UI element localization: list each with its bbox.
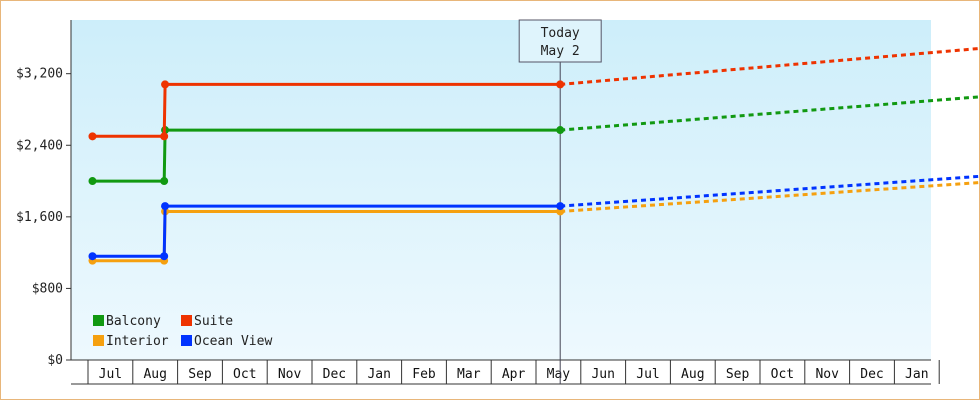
- x-tick-label: Sep: [726, 367, 750, 382]
- today-label: Today: [541, 26, 580, 41]
- legend-swatch: [181, 315, 192, 326]
- series-point: [556, 202, 565, 211]
- legend-label: Balcony: [106, 314, 161, 329]
- x-tick-label: Dec: [860, 367, 883, 382]
- today-box: [518, 19, 602, 63]
- x-tick-label: Apr: [502, 367, 526, 382]
- x-tick-label: Jul: [99, 367, 122, 382]
- series-group: [88, 46, 980, 265]
- x-tick-label: Sep: [188, 367, 212, 382]
- legend-label: Ocean View: [194, 334, 272, 349]
- legend-label: Suite: [194, 314, 233, 329]
- x-tick-label: Jun: [591, 367, 614, 382]
- x-tick-label: May: [547, 367, 571, 382]
- plot-background: [71, 20, 931, 360]
- series-point: [160, 252, 169, 261]
- series-line: [92, 82, 561, 138]
- legend-swatch: [181, 335, 192, 346]
- x-axis: Jul Aug Sep Oct Nov Dec Jan Feb Mar Apr May Jun Jul A…: [71, 359, 940, 385]
- series-point: [161, 80, 170, 89]
- y-tick-label: $0: [47, 353, 63, 368]
- x-tick-label: Nov: [815, 367, 839, 382]
- legend: Balcony Suite Interior Ocean View: [93, 314, 272, 349]
- series-point: [88, 177, 97, 186]
- series-line: [92, 128, 561, 183]
- today-marker: Today May 2: [518, 19, 602, 384]
- series-point: [160, 177, 169, 186]
- series-point: [556, 80, 565, 89]
- today-date: May 2: [541, 44, 580, 59]
- x-tick-label: Mar: [457, 367, 481, 382]
- series-point: [160, 132, 169, 141]
- y-tick-label: $2,400: [16, 138, 63, 153]
- series-point: [161, 202, 170, 211]
- y-tick-label: $3,200: [16, 67, 63, 82]
- series-point: [556, 126, 565, 135]
- legend-swatch: [93, 315, 104, 326]
- x-tick-label: Jul: [636, 367, 659, 382]
- y-tick-label: $800: [32, 281, 63, 296]
- series-point: [88, 252, 97, 261]
- series-point: [88, 132, 97, 141]
- y-tick-label: $1,600: [16, 210, 63, 225]
- x-tick-label: Aug: [143, 367, 166, 382]
- y-axis: $0 $800 $1,600 $2,400 $3,200: [16, 20, 72, 368]
- x-tick-label: Dec: [323, 367, 346, 382]
- series-line: [92, 204, 561, 258]
- x-tick-label: Feb: [412, 367, 436, 382]
- x-tick-label: Oct: [233, 367, 256, 382]
- x-tick-label: Jan: [367, 367, 390, 382]
- x-tick-label: Nov: [278, 367, 302, 382]
- x-tick-label: Aug: [681, 367, 704, 382]
- x-tick-label: Oct: [771, 367, 794, 382]
- legend-swatch: [93, 335, 104, 346]
- legend-label: Interior: [106, 334, 169, 349]
- x-tick-label: Jan: [905, 367, 928, 382]
